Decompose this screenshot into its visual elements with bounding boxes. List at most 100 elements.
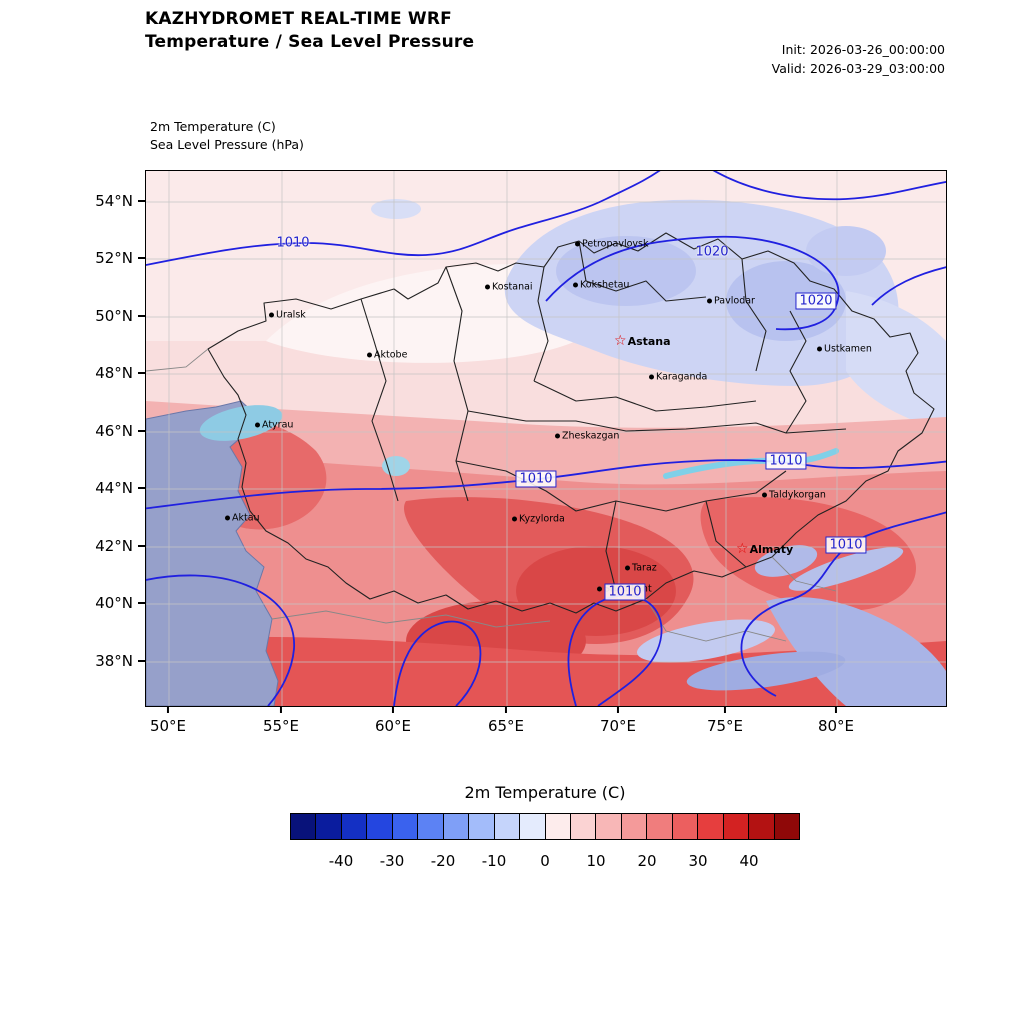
lon-tick-mark (166, 706, 169, 713)
colorbar-tick-label: -40 (328, 852, 354, 870)
colorbar-cell (417, 814, 443, 839)
lon-tick-label: 75°E (706, 717, 744, 735)
colorbar-cell (697, 814, 723, 839)
pressure-layer-label: Sea Level Pressure (hPa) (150, 137, 304, 153)
lat-tick-label: 38°N (95, 652, 133, 670)
lat-tick-label: 52°N (95, 249, 133, 267)
lon-tick-mark (723, 706, 726, 713)
lat-tick-mark (138, 487, 145, 489)
colorbar-ticks: -40 -30 -20 -10 0 10 20 30 40 (290, 852, 800, 876)
lat-tick: 50°N (95, 307, 145, 325)
longitude-axis: 50°E 55°E 60°E 65°E 70°E 75°E 80°E (145, 706, 945, 751)
lon-tick-label: 65°E (487, 717, 525, 735)
lat-tick-mark (138, 257, 145, 259)
colorbar (290, 813, 800, 840)
colorbar-cell (366, 814, 392, 839)
lat-tick: 46°N (95, 422, 145, 440)
lat-tick-mark (138, 430, 145, 432)
lon-tick: 55°E (263, 706, 299, 735)
init-time: Init: 2026-03-26_00:00:00 (781, 42, 945, 57)
colorbar-cell (671, 814, 698, 839)
lon-tick-mark (279, 706, 282, 713)
colorbar-tick-label: 10 (586, 852, 606, 870)
colorbar-cell (468, 814, 494, 839)
lon-tick-label: 70°E (599, 717, 637, 735)
layer-info: 2m Temperature (C) Sea Level Pressure (h… (150, 118, 304, 154)
lat-tick-label: 48°N (95, 364, 133, 382)
lat-tick: 44°N (95, 479, 145, 497)
colorbar-cell (493, 814, 520, 839)
colorbar-tick-label: -30 (379, 852, 405, 870)
page-subtitle: Temperature / Sea Level Pressure (145, 31, 475, 52)
lat-tick-label: 46°N (95, 422, 133, 440)
lon-tick-label: 80°E (817, 717, 855, 735)
lat-tick: 40°N (95, 594, 145, 612)
colorbar-tick-label: 30 (688, 852, 708, 870)
lon-tick-label: 60°E (374, 717, 412, 735)
colorbar-cell (773, 814, 800, 839)
lon-tick-mark (504, 706, 507, 713)
caspian-sea (146, 400, 279, 706)
lon-tick-mark (391, 706, 394, 713)
colorbar-tick-label: -20 (430, 852, 456, 870)
colorbar-cell (391, 814, 418, 839)
lon-tick: 70°E (600, 706, 636, 735)
colorbar-cell (519, 814, 545, 839)
title-block: KAZHYDROMET REAL-TIME WRF Temperature / … (145, 8, 474, 54)
foreign-borders (146, 348, 837, 642)
colorbar-tick-label: 20 (637, 852, 657, 870)
colorbar-cell (291, 814, 316, 839)
lon-tick: 65°E (488, 706, 524, 735)
lon-tick-mark (834, 706, 837, 713)
temperature-layer-label: 2m Temperature (C) (150, 119, 276, 134)
lat-tick-label: 44°N (95, 479, 133, 497)
colorbar-cell (544, 814, 570, 839)
lon-tick: 60°E (375, 706, 411, 735)
lat-tick-label: 50°N (95, 307, 133, 325)
lat-tick: 42°N (95, 537, 145, 555)
lat-tick: 52°N (95, 249, 145, 267)
lat-tick: 48°N (95, 364, 145, 382)
colorbar-cell (595, 814, 621, 839)
graticule (146, 171, 946, 706)
lat-tick: 38°N (95, 652, 145, 670)
lon-tick-label: 55°E (262, 717, 300, 735)
valid-time: Valid: 2026-03-29_03:00:00 (771, 61, 945, 77)
lat-tick-label: 40°N (95, 594, 133, 612)
lat-tick-mark (138, 315, 145, 317)
lat-tick-mark (138, 545, 145, 547)
lat-tick-label: 42°N (95, 537, 133, 555)
lat-tick-mark (138, 660, 145, 662)
colorbar-cell (748, 814, 774, 839)
pressure-contours (146, 171, 946, 706)
region-borders (207, 232, 935, 614)
colorbar-tick-label: -10 (481, 852, 507, 870)
lat-tick-mark (138, 602, 145, 604)
aral-sea (382, 456, 410, 476)
latitude-axis: 54°N 52°N 50°N 48°N 46°N 44°N 42°N 40°N 38°N (60, 170, 145, 705)
weather-map (145, 170, 947, 707)
lon-tick-label: 50°E (149, 717, 187, 735)
colorbar-tick-label: 40 (739, 852, 759, 870)
colorbar-cell (315, 814, 341, 839)
lon-tick: 50°E (150, 706, 186, 735)
lat-tick-label: 54°N (95, 192, 133, 210)
colorbar-title: 2m Temperature (C) (464, 783, 626, 802)
lon-tick: 75°E (707, 706, 743, 735)
colorbar-tick-label: 0 (540, 852, 550, 870)
page-title: KAZHYDROMET REAL-TIME WRF (145, 9, 452, 29)
lon-tick-mark (616, 706, 619, 713)
lon-tick: 80°E (818, 706, 854, 735)
colorbar-cell (340, 814, 367, 839)
lat-tick-mark (138, 200, 145, 202)
run-info: Init: 2026-03-26_00:00:00 Valid: 2026-03… (772, 40, 945, 79)
colorbar-cell (646, 814, 672, 839)
colorbar-cell (442, 814, 469, 839)
colorbar-cell (569, 814, 596, 839)
colorbar-cell (722, 814, 749, 839)
map-canvas (146, 171, 946, 706)
colorbar-cell (620, 814, 647, 839)
lat-tick: 54°N (95, 192, 145, 210)
lat-tick-mark (138, 372, 145, 374)
